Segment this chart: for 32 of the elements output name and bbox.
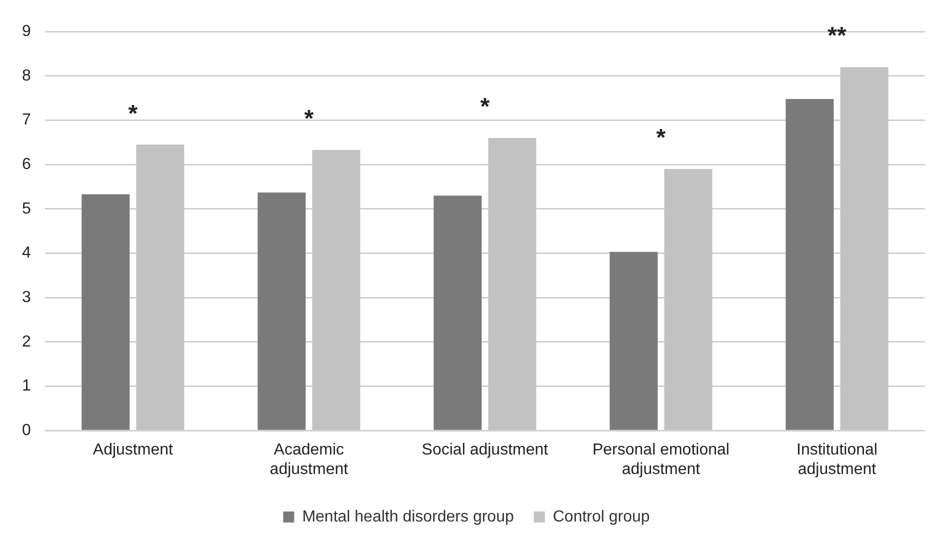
x-tick-label: Personal emotional adjustment (592, 442, 730, 478)
y-tick-label: 8 (22, 67, 31, 84)
y-tick-label: 4 (22, 244, 31, 262)
y-tick-label: 5 (22, 200, 31, 218)
bar (488, 138, 536, 430)
bar (136, 144, 184, 430)
y-tick-label: 3 (22, 289, 31, 306)
x-tick-label: Institutional adjustment (796, 442, 878, 478)
legend-label: Mental health disorders group (302, 508, 514, 526)
bar (840, 67, 888, 430)
bar (312, 150, 360, 430)
bar (664, 169, 712, 430)
bar (82, 194, 130, 430)
y-tick-label: 2 (22, 333, 31, 350)
y-tick-label: 6 (22, 156, 31, 174)
bar (786, 98, 834, 430)
bar (610, 252, 658, 430)
bar (258, 192, 306, 430)
annotation: ** (828, 22, 847, 50)
y-tick-label: 9 (22, 23, 31, 40)
y-tick-label: 1 (22, 378, 31, 395)
x-tick-label: Social adjustment (422, 442, 549, 459)
annotation: * (656, 124, 666, 152)
annotation: * (304, 106, 314, 133)
annotation: * (128, 100, 138, 128)
y-tick-label: 0 (22, 422, 31, 440)
x-tick-label: Academic adjustment (270, 442, 349, 478)
x-tick-label: Adjustment (92, 442, 174, 459)
bar (434, 196, 482, 430)
legend-label: Control group (552, 508, 650, 526)
annotation: * (480, 94, 490, 121)
y-tick-label: 7 (22, 112, 31, 129)
